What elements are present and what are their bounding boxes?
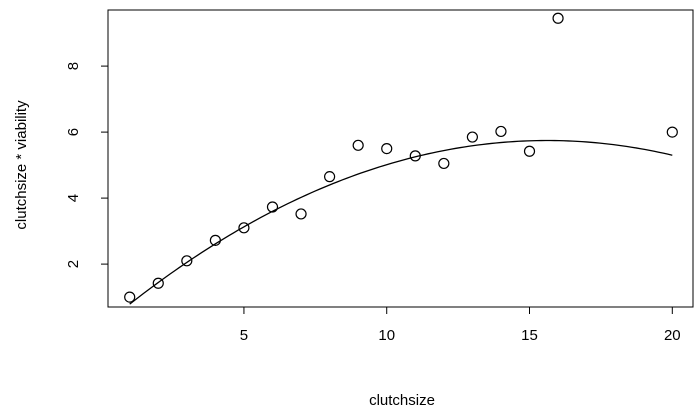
x-tick-label: 10 [378,327,395,344]
y-axis: 2 4 6 8 [65,62,109,268]
y-tick-label: 6 [65,128,82,136]
y-tick-label: 8 [65,62,82,70]
y-tick-label: 4 [65,194,82,202]
plot-frame [107,9,694,308]
data-point [381,143,393,155]
data-points [124,12,678,303]
y-tick-label: 2 [65,260,82,268]
data-point [209,234,221,246]
data-point [266,201,279,213]
plot-border [107,9,694,308]
data-point [466,131,478,143]
x-tick-label: 20 [664,327,681,344]
data-point [181,255,193,267]
data-point [666,126,678,138]
data-point [352,139,364,151]
data-point [324,171,336,183]
data-point [295,208,307,220]
data-point [438,157,450,170]
x-tick-label: 15 [521,327,538,344]
data-point [523,145,536,157]
x-axis-label: clutchsize [369,392,435,409]
fitted-curve-group [129,139,673,305]
y-axis-label: clutchsize * viability [13,100,30,230]
data-point [409,150,421,162]
data-point [152,277,164,289]
data-point [238,222,250,234]
x-axis: 5 10 15 20 [240,306,681,344]
data-point [124,291,136,303]
x-tick-label: 5 [240,327,248,344]
data-point [495,125,507,138]
data-point [552,12,564,24]
fitted-curve [129,139,673,305]
